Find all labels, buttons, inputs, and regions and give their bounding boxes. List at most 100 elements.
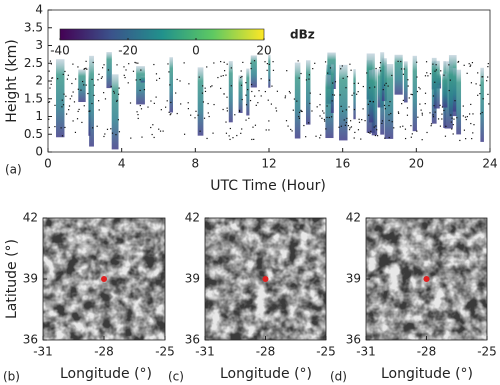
radar-dot	[264, 90, 266, 93]
radar-dot	[134, 61, 136, 64]
radar-dot	[226, 110, 228, 112]
radar-dot	[463, 129, 466, 131]
radar-dot	[69, 98, 71, 100]
y-tick-label: 36	[185, 333, 200, 347]
radar-dot	[268, 79, 271, 81]
radar-dot	[234, 114, 236, 116]
radar-dot	[222, 108, 224, 111]
radar-dot	[104, 98, 107, 100]
radar-dot	[375, 125, 377, 127]
radar-dot	[61, 135, 64, 137]
radar-dot	[240, 132, 242, 134]
radar-dot	[253, 60, 256, 62]
radar-dot	[73, 101, 76, 103]
radar-dot	[139, 89, 141, 92]
radar-dot	[463, 64, 465, 66]
radar-dot	[486, 80, 488, 82]
radar-echo	[197, 67, 204, 136]
radar-dot	[54, 104, 56, 106]
radar-dot	[153, 136, 155, 139]
radar-dot	[305, 136, 307, 138]
radar-dot	[344, 124, 346, 126]
radar-dot	[327, 72, 329, 74]
radar-dot	[435, 69, 438, 71]
radar-dot	[83, 105, 85, 107]
radar-echo	[89, 55, 94, 147]
radar-dot	[130, 137, 132, 139]
radar-dot	[385, 82, 387, 84]
radar-dot	[153, 102, 155, 104]
radar-dot	[368, 114, 370, 116]
radar-dot	[124, 76, 126, 79]
radar-dot	[91, 102, 93, 105]
radar-dot	[270, 103, 272, 105]
radar-dot	[432, 95, 435, 97]
radar-dot	[351, 94, 353, 96]
radar-dot	[85, 60, 87, 62]
radar-echo	[371, 69, 378, 136]
radar-dot	[220, 75, 222, 77]
radar-dot	[399, 126, 401, 128]
radar-dot	[407, 85, 409, 87]
radar-dot	[466, 115, 468, 118]
radar-echo	[169, 57, 173, 113]
radar-echo	[88, 67, 91, 136]
radar-dot	[369, 132, 371, 134]
radar-dot	[397, 111, 400, 113]
radar-dot	[155, 73, 158, 75]
radar-dot	[479, 84, 481, 86]
panel: -40 -20 0 20 dBz 0 4 8 12 16 20 24 0 0.5 1 1.5 2 2.5 3 3.5 4…	[4, 3, 498, 195]
radar-dot	[143, 89, 146, 91]
radar-dot	[323, 112, 325, 114]
radar-dot	[419, 88, 421, 90]
radar-dot	[118, 131, 121, 133]
radar-dot	[384, 108, 386, 110]
y-tick-label: 2	[35, 74, 43, 88]
radar-dot	[398, 112, 400, 114]
radar-dot	[457, 61, 459, 63]
radar-echo	[384, 64, 394, 139]
x-tick-label: 4	[118, 157, 126, 171]
radar-dot	[71, 82, 73, 85]
radar-dot	[75, 78, 77, 80]
radar-dot	[179, 80, 181, 82]
radar-dot	[238, 109, 241, 112]
radar-dot	[187, 102, 189, 104]
radar-dot	[103, 135, 105, 138]
radar-dot	[93, 94, 95, 96]
radar-echo	[140, 76, 145, 83]
radar-dot	[268, 120, 270, 122]
radar-dot	[384, 137, 386, 139]
y-tick-label: 1	[35, 109, 43, 123]
radar-dot	[466, 72, 468, 74]
radar-dot	[487, 76, 489, 78]
radar-dot	[117, 119, 119, 121]
radar-dot	[475, 83, 477, 85]
radar-dot	[479, 113, 482, 115]
radar-dot	[326, 116, 328, 119]
y-axis-label: Latitude (°)	[4, 239, 20, 319]
radar-dot	[416, 76, 418, 78]
radar-dot	[77, 88, 79, 90]
radar-dot	[470, 122, 472, 125]
radar-dot	[190, 114, 192, 116]
radar-dot	[290, 128, 292, 131]
radar-dot	[357, 129, 360, 131]
radar-dot	[117, 93, 120, 95]
radar-dot	[345, 121, 347, 124]
radar-dot	[141, 136, 143, 138]
radar-dot	[450, 114, 452, 116]
radar-echo	[250, 55, 257, 88]
radar-dot	[408, 97, 410, 99]
radar-dot	[334, 81, 337, 83]
radar-dot	[260, 95, 262, 97]
radar-dot	[107, 69, 110, 71]
y-tick-label: 36	[346, 333, 361, 347]
radar-dot	[286, 70, 288, 72]
radar-dot	[430, 125, 432, 127]
radar-dot	[420, 109, 422, 111]
radar-echo	[456, 69, 462, 135]
radar-dot	[356, 93, 358, 95]
radar-dot	[213, 103, 215, 106]
radar-dot	[206, 66, 208, 68]
